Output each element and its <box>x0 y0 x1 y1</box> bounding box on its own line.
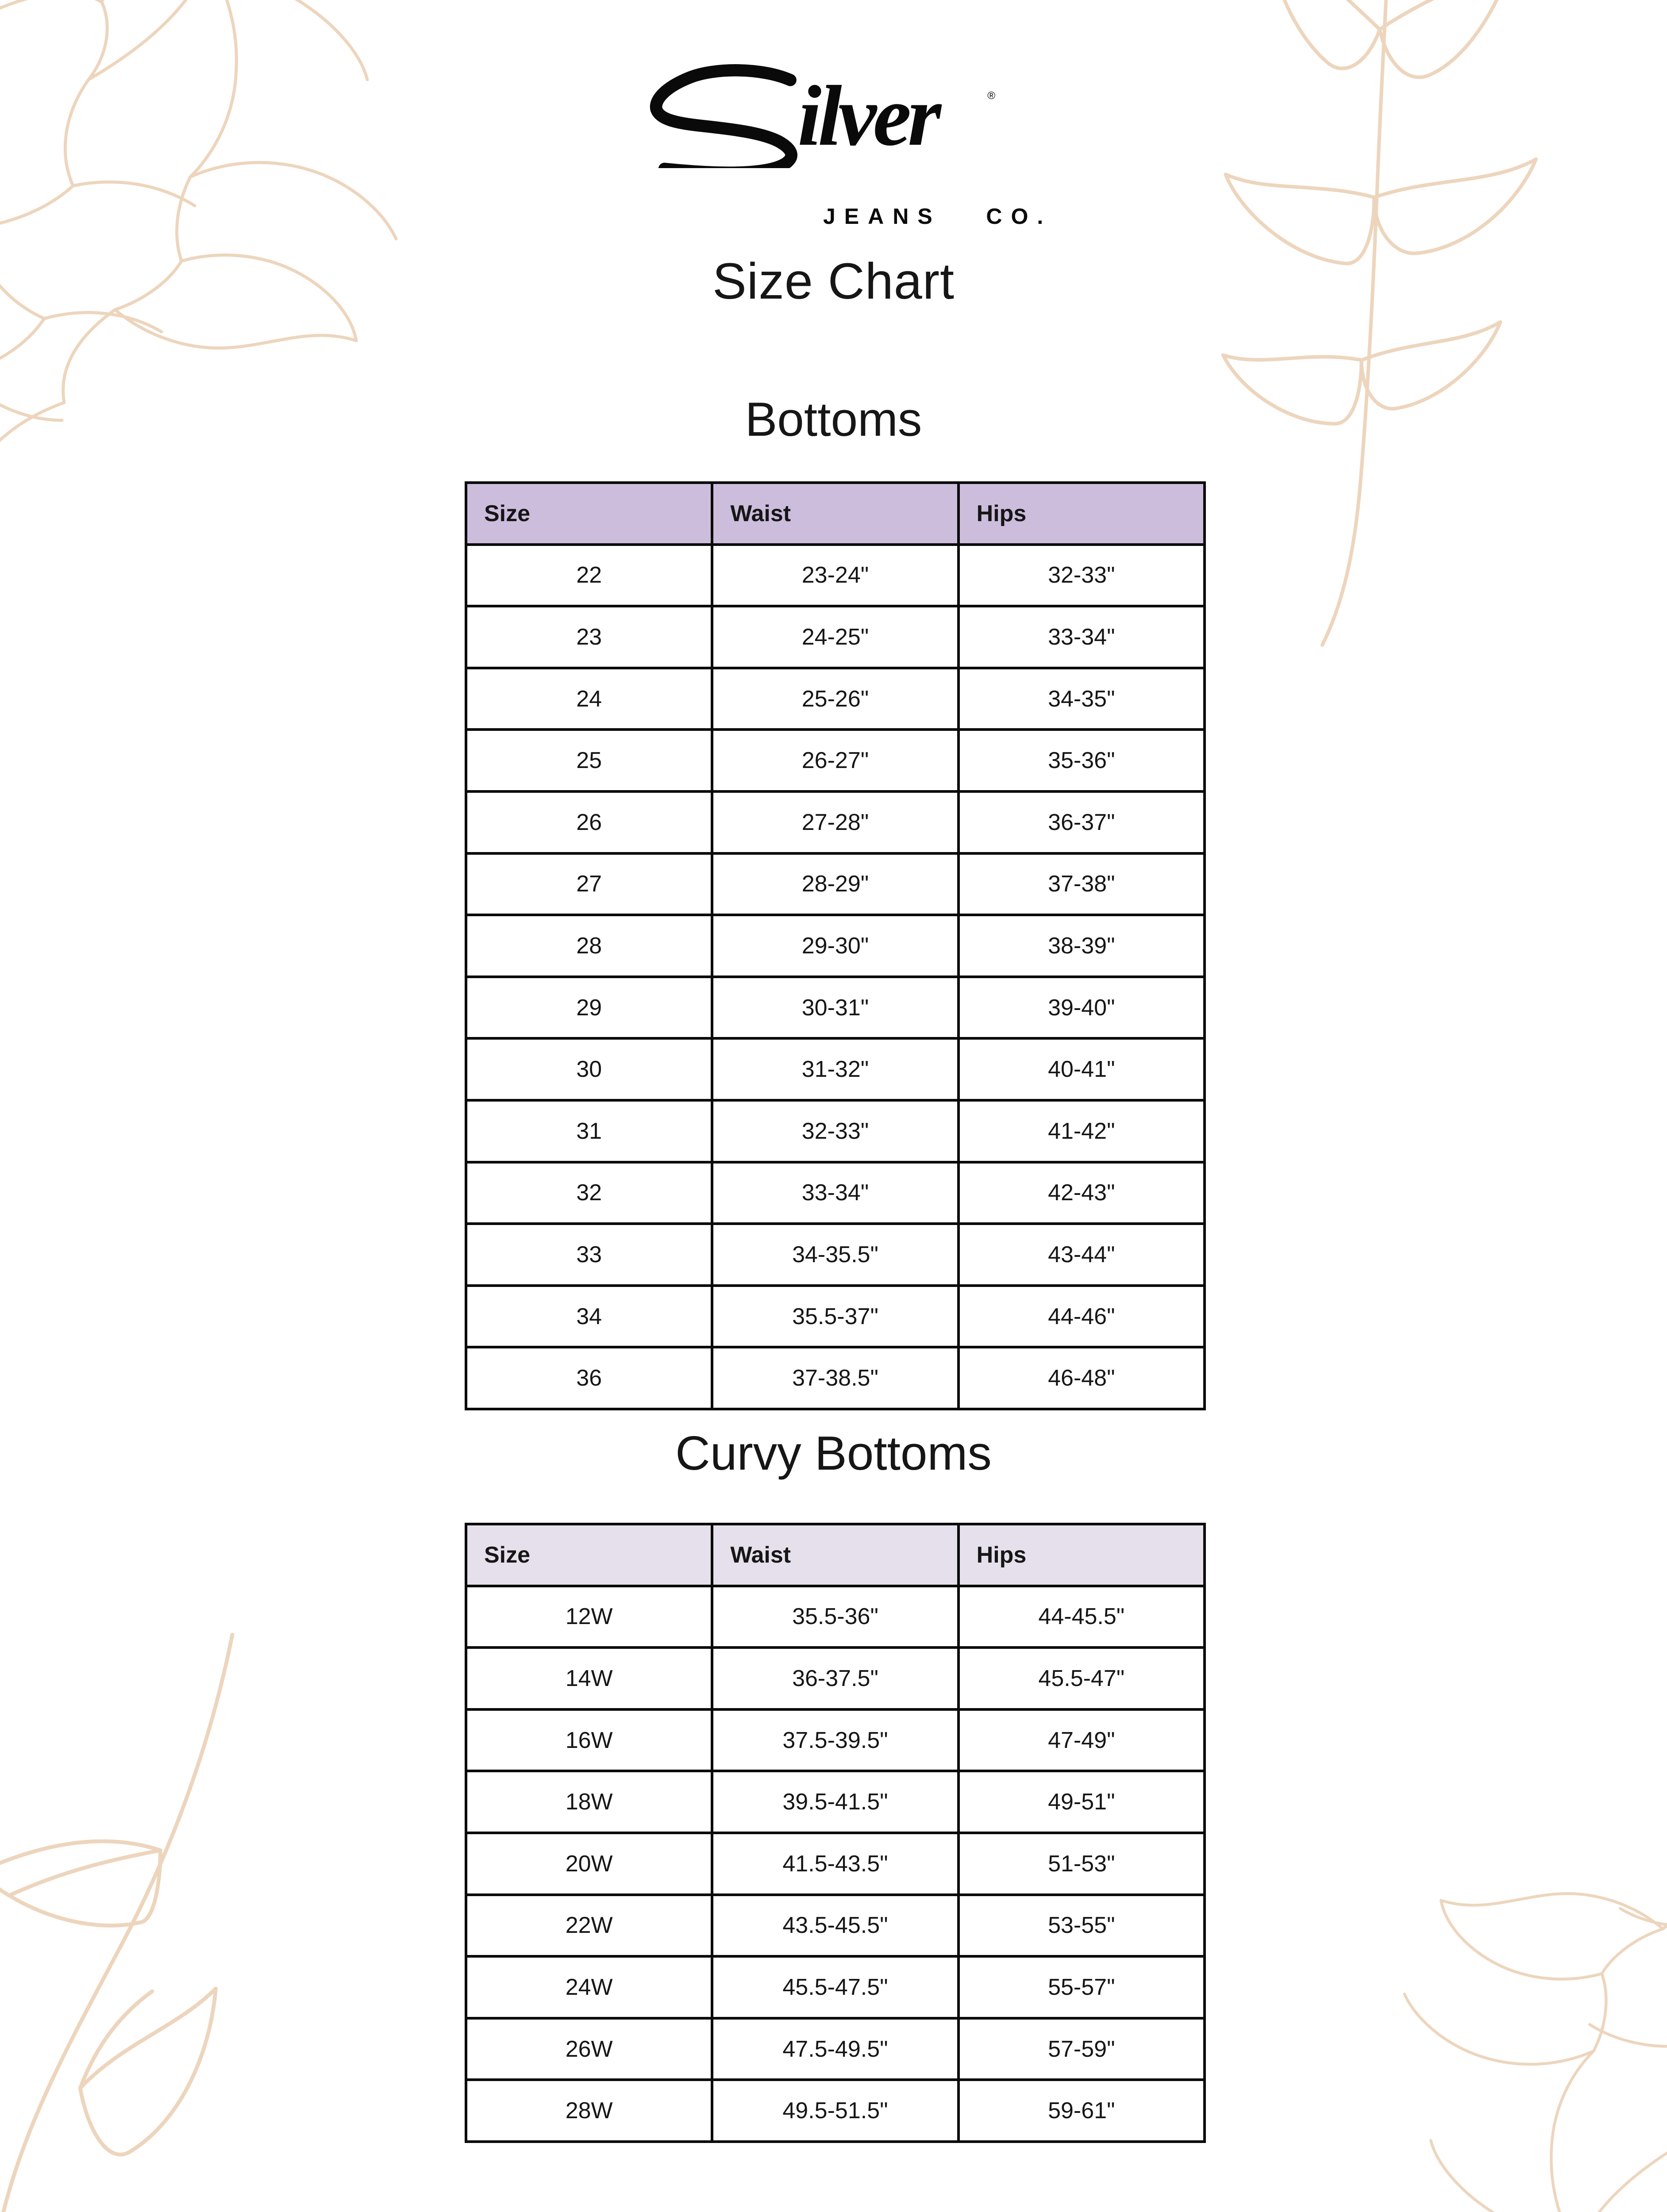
svg-text:ilver: ilver <box>797 68 942 164</box>
svg-text:®: ® <box>987 90 995 102</box>
